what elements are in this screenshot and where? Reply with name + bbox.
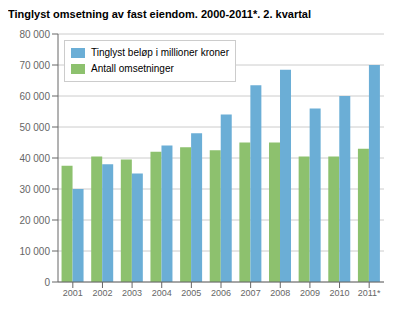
svg-text:2003: 2003 xyxy=(122,288,142,298)
svg-text:2002: 2002 xyxy=(92,288,112,298)
svg-text:2010: 2010 xyxy=(330,288,350,298)
svg-text:2007: 2007 xyxy=(241,288,261,298)
svg-text:2004: 2004 xyxy=(152,288,172,298)
svg-text:2001: 2001 xyxy=(63,288,83,298)
svg-text:10 000: 10 000 xyxy=(19,246,50,257)
html-text:Tinglyst beløp i millioner kro: Tinglyst beløp i millioner kroner xyxy=(91,47,229,58)
svg-text:70 000: 70 000 xyxy=(19,60,50,71)
svg-text:50 000: 50 000 xyxy=(19,122,50,133)
svg-text:2011*: 2011* xyxy=(358,288,381,298)
svg-text:2009: 2009 xyxy=(300,288,320,298)
svg-text:2005: 2005 xyxy=(181,288,201,298)
svg-text:80 000: 80 000 xyxy=(19,29,50,40)
svg-text:2008: 2008 xyxy=(270,288,290,298)
html-text:Antall omsetninger: Antall omsetninger xyxy=(91,63,174,74)
svg-text:60 000: 60 000 xyxy=(19,91,50,102)
svg-text:20 000: 20 000 xyxy=(19,215,50,226)
html-text:Tinglyst omsetning av fast eie: Tinglyst omsetning av fast eiendom. 2000… xyxy=(8,8,311,20)
svg-text:0: 0 xyxy=(44,277,50,288)
svg-text:2006: 2006 xyxy=(211,288,231,298)
svg-text:30 000: 30 000 xyxy=(19,184,50,195)
svg-text:40 000: 40 000 xyxy=(19,153,50,164)
